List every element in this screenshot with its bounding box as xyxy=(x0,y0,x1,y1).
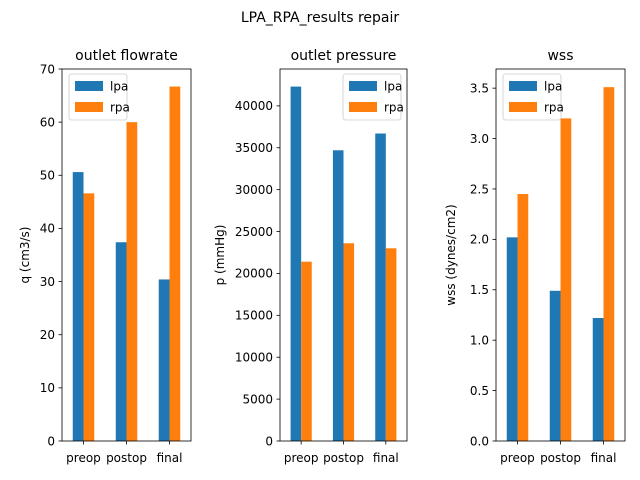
y-tick-label: 0.0 xyxy=(470,434,489,448)
y-tick-label: 2.5 xyxy=(470,182,489,196)
y-tick-label: 3.0 xyxy=(470,132,489,146)
x-tick-label: preop xyxy=(500,451,535,465)
y-axis-label: q (cm3/s) xyxy=(18,226,32,283)
bar-rpa-preop xyxy=(301,261,312,441)
chart-panel-2: 0 5000 10000 15000 20000 25000 30000 35000 40000… xyxy=(213,48,408,465)
x-tick-label: final xyxy=(373,451,399,465)
bar-lpa-postop xyxy=(332,150,344,441)
bar-rpa-postop xyxy=(126,122,138,441)
x-tick-label: postop xyxy=(540,451,581,465)
subplot-title: outlet pressure xyxy=(291,48,397,64)
subplot-title: wss xyxy=(547,48,573,64)
bar-rpa-postop xyxy=(560,118,572,442)
chart-panel-1: 0 10 20 30 40 50 60 70 preop postop final outlet fl… xyxy=(18,48,192,465)
y-tick-label: 40 xyxy=(40,222,55,236)
y-tick-label: 35000 xyxy=(235,141,273,155)
y-tick-label: 5000 xyxy=(242,392,273,406)
y-tick-label: 3.5 xyxy=(470,81,489,95)
bar-lpa-final xyxy=(375,133,386,441)
bar-rpa-postop xyxy=(343,243,355,441)
legend-label-lpa: lpa xyxy=(110,80,128,94)
y-tick-label: 0 xyxy=(265,434,273,448)
y-axis-label: wss (dynes/cm2) xyxy=(444,204,458,305)
x-tick-label: preop xyxy=(284,451,319,465)
y-tick-label: 50 xyxy=(40,169,55,183)
bar-lpa-postop xyxy=(115,242,127,441)
y-tick-label: 30 xyxy=(40,275,55,289)
y-tick-label: 10000 xyxy=(235,351,273,365)
figure-title: LPA_RPA_results repair xyxy=(241,10,400,26)
y-tick-label: 0 xyxy=(47,434,55,448)
y-tick-label: 2.0 xyxy=(470,233,489,247)
x-tick-label: postop xyxy=(106,451,147,465)
legend-label-rpa: rpa xyxy=(384,101,404,115)
x-tick-label: preop xyxy=(66,451,101,465)
bar-lpa-final xyxy=(158,279,170,441)
bar-lpa-postop xyxy=(549,290,561,441)
legend-swatch-rpa xyxy=(509,102,537,112)
y-tick-label: 15000 xyxy=(235,309,273,323)
bar-rpa-final xyxy=(385,248,397,441)
y-tick-label: 60 xyxy=(40,115,55,129)
legend-label-lpa: lpa xyxy=(544,80,562,94)
y-tick-label: 70 xyxy=(40,62,55,76)
subplot-title: outlet flowrate xyxy=(75,48,178,64)
bar-rpa-final xyxy=(603,87,615,442)
y-tick-label: 20000 xyxy=(235,267,273,281)
legend: lpa rpa xyxy=(342,73,404,121)
y-tick-label: 40000 xyxy=(235,99,273,113)
y-tick-label: 30000 xyxy=(235,183,273,197)
bar-lpa-preop xyxy=(290,86,302,441)
y-tick-label: 20 xyxy=(40,328,55,342)
y-tick-label: 25000 xyxy=(235,225,273,239)
y-tick-label: 10 xyxy=(40,381,55,395)
legend-swatch-lpa xyxy=(509,81,537,91)
x-tick-label: postop xyxy=(323,451,364,465)
bar-lpa-preop xyxy=(506,237,518,441)
chart-panel-3: 0.0 0.5 1.0 1.5 2.0 2.5 3.0 3.5 preop postop final… xyxy=(444,48,626,465)
legend-label-lpa: lpa xyxy=(384,80,402,94)
legend: lpa rpa xyxy=(502,73,564,121)
legend-swatch-lpa xyxy=(349,81,377,91)
legend-swatch-rpa xyxy=(349,102,377,112)
x-tick-label: final xyxy=(157,451,183,465)
legend-label-rpa: rpa xyxy=(110,101,130,115)
x-tick-label: final xyxy=(591,451,617,465)
y-tick-label: 0.5 xyxy=(470,384,489,398)
bar-lpa-final xyxy=(592,318,604,441)
legend-swatch-lpa xyxy=(75,81,103,91)
y-tick-label: 1.5 xyxy=(470,283,489,297)
bar-rpa-final xyxy=(169,86,181,441)
bar-rpa-preop xyxy=(83,193,95,441)
legend-label-rpa: rpa xyxy=(544,101,564,115)
legend-swatch-rpa xyxy=(75,102,103,112)
legend: lpa rpa xyxy=(68,73,130,121)
y-tick-label: 1.0 xyxy=(470,333,489,347)
bar-rpa-preop xyxy=(517,194,529,441)
y-axis-label: p (mmHg) xyxy=(213,225,227,286)
bar-lpa-preop xyxy=(72,172,84,441)
